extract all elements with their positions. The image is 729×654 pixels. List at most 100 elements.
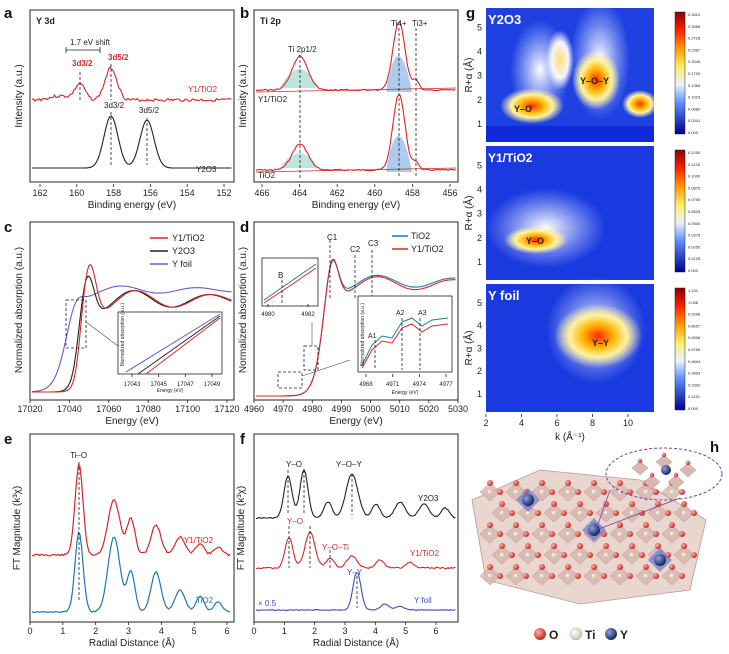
atom-o bbox=[643, 522, 649, 528]
series-y1tio2 bbox=[256, 258, 456, 397]
colorbar-label: 0.000 bbox=[688, 130, 699, 135]
atom-o bbox=[673, 472, 679, 478]
colorbar-label: 0.5755 bbox=[688, 347, 701, 352]
atom-ti bbox=[643, 573, 649, 579]
atom-o bbox=[613, 552, 619, 558]
map-title: Y1/TiO2 bbox=[488, 151, 533, 165]
inset-peak-label: A2 bbox=[396, 310, 405, 317]
wt-map-yfoil: Y foil Y–Y bbox=[486, 276, 654, 412]
inset-y-label: Normalized absorption (a.u.) bbox=[360, 303, 366, 366]
tick-label: 4971 bbox=[386, 382, 400, 388]
legend-ball-ti bbox=[569, 627, 583, 641]
inset-peak-label: A3 bbox=[418, 310, 427, 317]
inset-frame bbox=[357, 295, 453, 373]
x-axis-label: Energy (eV) bbox=[105, 416, 158, 427]
colorbar: 1.151 1.036 0.9208 0.8057 0.6906 0.5755 0.4604… bbox=[674, 287, 701, 411]
atom-o bbox=[691, 510, 697, 516]
tick-label: 17049 bbox=[204, 382, 221, 388]
tick-label: 3 bbox=[126, 626, 131, 636]
tick-label: 3 bbox=[477, 209, 482, 219]
series-y2o3 bbox=[256, 468, 456, 520]
octahedron bbox=[679, 462, 697, 478]
tick-label: 6 bbox=[224, 626, 229, 636]
tick-label: 17043 bbox=[124, 382, 141, 388]
colorbar: 0.3410 0.3069 0.2728 0.2387 0.2046 0.1705 0.13… bbox=[674, 11, 701, 135]
atom-ti bbox=[577, 510, 583, 516]
colorbar-label: 0.000 bbox=[688, 406, 699, 411]
atom-ti bbox=[643, 531, 649, 537]
y-axis-label: Normalized absorption (a.u.) bbox=[14, 247, 25, 373]
atom-o bbox=[549, 489, 555, 495]
atom-o bbox=[691, 552, 697, 558]
atom-o bbox=[587, 510, 593, 516]
panel-a: a Y 3d 1.7 eV shift 3d3/2 3d5/2 3d3/2 3d… bbox=[4, 5, 235, 211]
colorbar-label: 0.0625 bbox=[688, 209, 701, 214]
inset-series bbox=[145, 317, 221, 375]
atom-ti bbox=[681, 510, 687, 516]
scale-note: × 0.5 bbox=[258, 599, 277, 608]
atom-o bbox=[497, 489, 503, 495]
atom-o bbox=[525, 543, 531, 549]
y-axis-label: FT Magnitude (k³χ) bbox=[236, 486, 247, 571]
peak-label: Ti–O bbox=[70, 451, 87, 460]
x-axis-label: Binding energy (eV) bbox=[312, 200, 400, 211]
tick-label: 4980 bbox=[261, 312, 275, 318]
tick-label: 464 bbox=[292, 188, 307, 198]
atom-y bbox=[522, 494, 534, 506]
panel-letter-b: b bbox=[240, 5, 249, 22]
tick-label: 4 bbox=[477, 46, 482, 56]
inset-series bbox=[263, 263, 317, 301]
atom-o bbox=[565, 480, 571, 486]
x-axis-label: Binding energy (eV) bbox=[88, 200, 176, 211]
atom-o bbox=[653, 489, 659, 495]
y-axis-label: Normalized absorption (a.u.) bbox=[238, 247, 249, 373]
y-axis-label: R+α (Å) bbox=[462, 58, 475, 93]
atom-ti bbox=[603, 510, 609, 516]
colorbar-label: 0.1705 bbox=[688, 71, 701, 76]
panel-letter-e: e bbox=[4, 431, 12, 448]
tick-label: 4 bbox=[159, 626, 164, 636]
atom-ti bbox=[513, 573, 519, 579]
tick-label: 2 bbox=[477, 95, 482, 105]
atom-o bbox=[655, 543, 661, 549]
atom-o bbox=[627, 531, 633, 537]
atom-o bbox=[653, 531, 659, 537]
atom-ti bbox=[539, 531, 545, 537]
atom-o bbox=[575, 531, 581, 537]
panel-c: c Y1/TiO2 Y2O3 Y foil Normalized absorpt… bbox=[4, 219, 240, 427]
inset-peak-label: B bbox=[278, 271, 283, 280]
atom-o bbox=[523, 531, 529, 537]
tick-label: 17120 bbox=[214, 404, 239, 414]
peak-label: Y–O bbox=[286, 460, 302, 469]
peak-label: Ti 2p1/2 bbox=[288, 45, 317, 54]
legend-y1tio2: Y1/TiO2 bbox=[410, 549, 440, 558]
atom-o bbox=[669, 564, 675, 570]
x-ticks: 2 4 6 8 10 bbox=[483, 414, 633, 428]
tick-label: 162 bbox=[32, 188, 47, 198]
tick-label: 5000 bbox=[361, 404, 381, 414]
series-yfoil bbox=[31, 285, 232, 393]
legend-tio2: TiO2 bbox=[411, 231, 430, 241]
map-label: Y–Y bbox=[592, 338, 609, 348]
atom-o bbox=[661, 452, 667, 458]
colorbar-label: 0.2046 bbox=[688, 59, 701, 64]
peak-label: Ti3+ bbox=[412, 19, 428, 28]
legend-y1tio2: Y1/TiO2 bbox=[172, 233, 205, 243]
panel-letter-g: g bbox=[466, 5, 475, 22]
tick-label: 8 bbox=[590, 418, 595, 428]
series-tio2 bbox=[255, 94, 456, 172]
zoom-ellipse bbox=[605, 447, 723, 501]
atom-ti bbox=[525, 510, 531, 516]
peak-label: Y–O bbox=[287, 517, 303, 526]
atom-o bbox=[649, 472, 655, 478]
inset-series bbox=[125, 313, 221, 373]
legend-yfoil: Y foil bbox=[172, 259, 192, 269]
map-label: Y–O bbox=[514, 104, 532, 114]
atom-o bbox=[549, 573, 555, 579]
tick-label: 17045 bbox=[150, 382, 167, 388]
x-ticks: 0 1 2 3 4 5 6 bbox=[251, 622, 439, 636]
atom-o bbox=[513, 564, 519, 570]
colorbar-label: 0.4604 bbox=[688, 359, 701, 364]
atom-ti bbox=[565, 573, 571, 579]
atom-ti bbox=[629, 510, 635, 516]
